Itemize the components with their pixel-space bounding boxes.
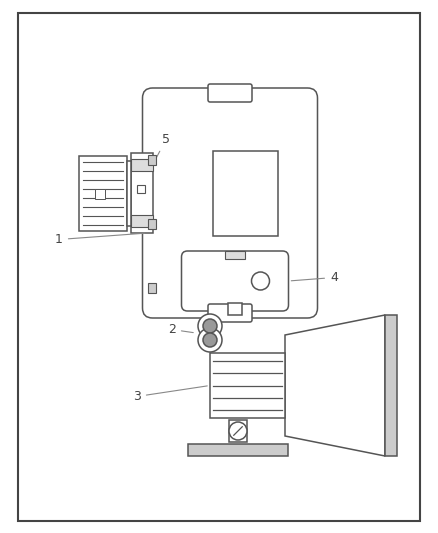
FancyBboxPatch shape (181, 251, 289, 311)
Circle shape (203, 319, 217, 333)
Circle shape (229, 422, 247, 440)
Bar (225, 251, 245, 259)
Polygon shape (285, 315, 385, 456)
FancyBboxPatch shape (78, 156, 127, 231)
FancyBboxPatch shape (212, 150, 278, 236)
Text: 2: 2 (168, 323, 193, 336)
FancyBboxPatch shape (131, 215, 152, 227)
Text: 5: 5 (154, 133, 170, 163)
FancyBboxPatch shape (208, 84, 252, 102)
Bar (148, 283, 155, 293)
FancyBboxPatch shape (131, 153, 152, 233)
Bar (95, 189, 105, 198)
FancyBboxPatch shape (210, 353, 285, 418)
Circle shape (251, 272, 269, 290)
Circle shape (203, 333, 217, 347)
FancyBboxPatch shape (131, 159, 152, 171)
Bar (228, 303, 242, 315)
FancyBboxPatch shape (142, 88, 318, 318)
Bar (229, 420, 247, 442)
Text: 3: 3 (133, 386, 207, 403)
Circle shape (198, 328, 222, 352)
Bar (148, 155, 155, 165)
Bar (127, 161, 131, 226)
Text: 4: 4 (291, 271, 338, 284)
Text: 1: 1 (55, 233, 145, 246)
FancyBboxPatch shape (18, 13, 420, 521)
FancyBboxPatch shape (188, 444, 288, 456)
Bar (385, 315, 397, 456)
Bar (148, 219, 155, 229)
Circle shape (198, 314, 222, 338)
FancyBboxPatch shape (208, 304, 252, 322)
Bar (137, 185, 145, 193)
